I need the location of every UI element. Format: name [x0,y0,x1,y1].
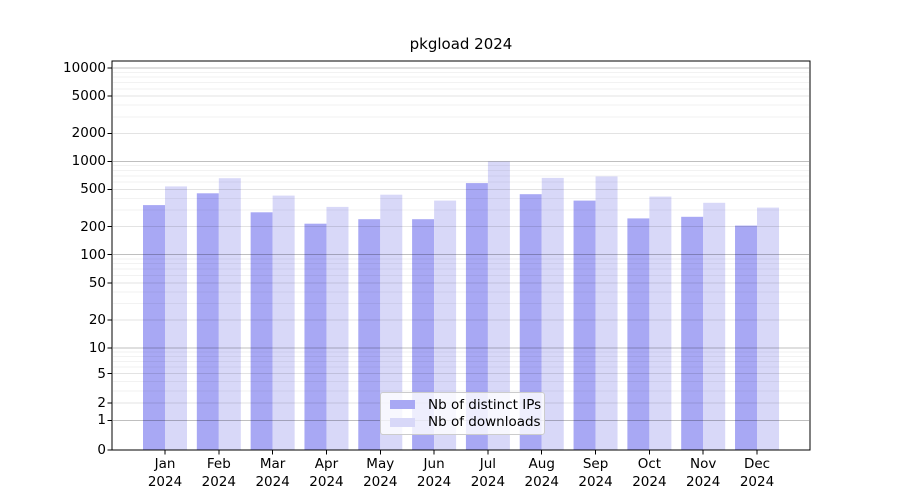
y-tick-label: 500 [80,181,106,198]
y-tick-label: 0 [97,442,106,458]
x-tick-label: Apr 2024 [309,456,344,490]
bar-distinct-ips-0 [143,205,165,450]
plot-border [111,60,811,451]
bar-downloads-6 [487,161,510,450]
bar-downloads-8 [595,176,618,450]
bar-downloads-2 [272,195,295,450]
bar-downloads-7 [541,177,564,450]
bar-downloads-10 [703,202,726,450]
bar-downloads-4 [380,194,403,450]
x-tick-label: Dec 2024 [739,456,775,490]
bar-distinct-ips-4 [358,219,381,450]
x-tick-label: Feb 2024 [201,456,236,490]
legend-label-downloads: Nb of downloads [428,414,541,431]
bar-downloads-5 [434,200,457,450]
y-tick-label: 5 [97,365,106,382]
x-tick-label: Nov 2024 [686,456,721,490]
legend: Nb of distinct IPs Nb of downloads [380,392,545,435]
y-tick-label: 1000 [71,153,106,170]
legend-label-distinct-ips: Nb of distinct IPs [428,396,542,413]
legend-item-downloads: Nb of downloads [387,414,541,431]
bar-downloads-1 [218,178,241,450]
bar-downloads-11 [757,207,780,450]
bar-distinct-ips-3 [304,223,327,450]
x-tick-label: Mar 2024 [255,456,290,490]
y-tick-label: 20 [88,311,106,328]
bar-downloads-3 [326,206,349,450]
x-tick-label: Jan 2024 [147,456,183,490]
x-tick-label: Aug 2024 [524,456,559,490]
x-tick-label: Jul 2024 [470,456,506,490]
legend-swatch-downloads [390,417,415,427]
bar-distinct-ips-9 [627,218,650,450]
y-tick-label: 200 [80,218,106,235]
bar-distinct-ips-6 [465,183,488,450]
bar-distinct-ips-7 [519,194,542,450]
x-tick-label: Sep 2024 [578,456,613,490]
y-tick-label: 2 [97,395,106,412]
x-tick-label: Jun 2024 [416,456,452,490]
x-tick-label: Oct 2024 [632,456,667,490]
legend-item-distinct-ips: Nb of distinct IPs [387,396,542,413]
bar-distinct-ips-2 [250,212,273,450]
bar-distinct-ips-1 [196,193,219,451]
y-tick-label: 10 [88,340,106,356]
x-tick-label: May 2024 [363,456,398,490]
bar-distinct-ips-11 [735,225,758,450]
bar-distinct-ips-10 [681,216,704,450]
chart-title: pkgload 2024 [409,35,513,53]
y-tick-label: 2000 [71,125,106,142]
y-tick-label: 100 [80,246,106,263]
bar-downloads-9 [649,196,672,450]
y-tick-label: 1 [97,412,106,429]
bar-distinct-ips-8 [573,200,596,450]
legend-swatch-distinct-ips [390,400,415,410]
y-tick-label: 50 [88,274,106,291]
bar-downloads-0 [165,186,187,450]
y-tick-label: 5000 [71,88,106,105]
y-tick-label: 10000 [63,60,106,77]
